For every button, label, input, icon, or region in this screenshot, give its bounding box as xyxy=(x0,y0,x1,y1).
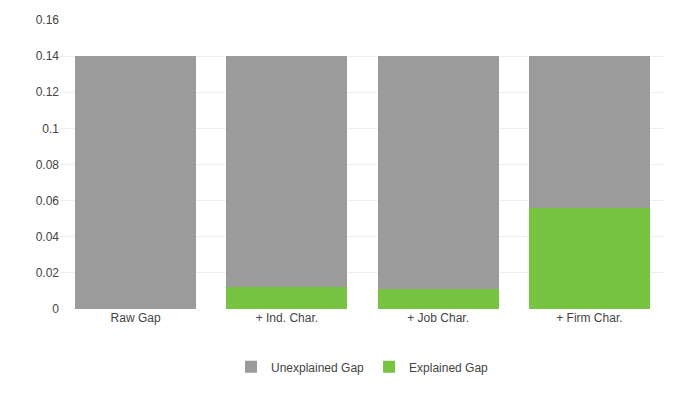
svg-text:0.1: 0.1 xyxy=(42,122,59,136)
svg-text:0.02: 0.02 xyxy=(36,266,60,280)
svg-text:+ Firm Char.: + Firm Char. xyxy=(556,311,622,325)
svg-text:+ Ind. Char.: + Ind. Char. xyxy=(256,311,318,325)
svg-text:0.08: 0.08 xyxy=(36,158,60,172)
svg-text:0: 0 xyxy=(52,302,59,316)
svg-text:+ Job Char.: + Job Char. xyxy=(407,311,469,325)
svg-text:0.16: 0.16 xyxy=(36,13,60,27)
svg-text:0.06: 0.06 xyxy=(36,194,60,208)
svg-text:0.14: 0.14 xyxy=(36,49,60,63)
svg-text:Explained Gap: Explained Gap xyxy=(409,361,488,375)
svg-text:0.12: 0.12 xyxy=(36,85,60,99)
svg-text:Raw Gap: Raw Gap xyxy=(111,311,161,325)
svg-text:Unexplained Gap: Unexplained Gap xyxy=(271,361,364,375)
svg-text:0.04: 0.04 xyxy=(36,230,60,244)
